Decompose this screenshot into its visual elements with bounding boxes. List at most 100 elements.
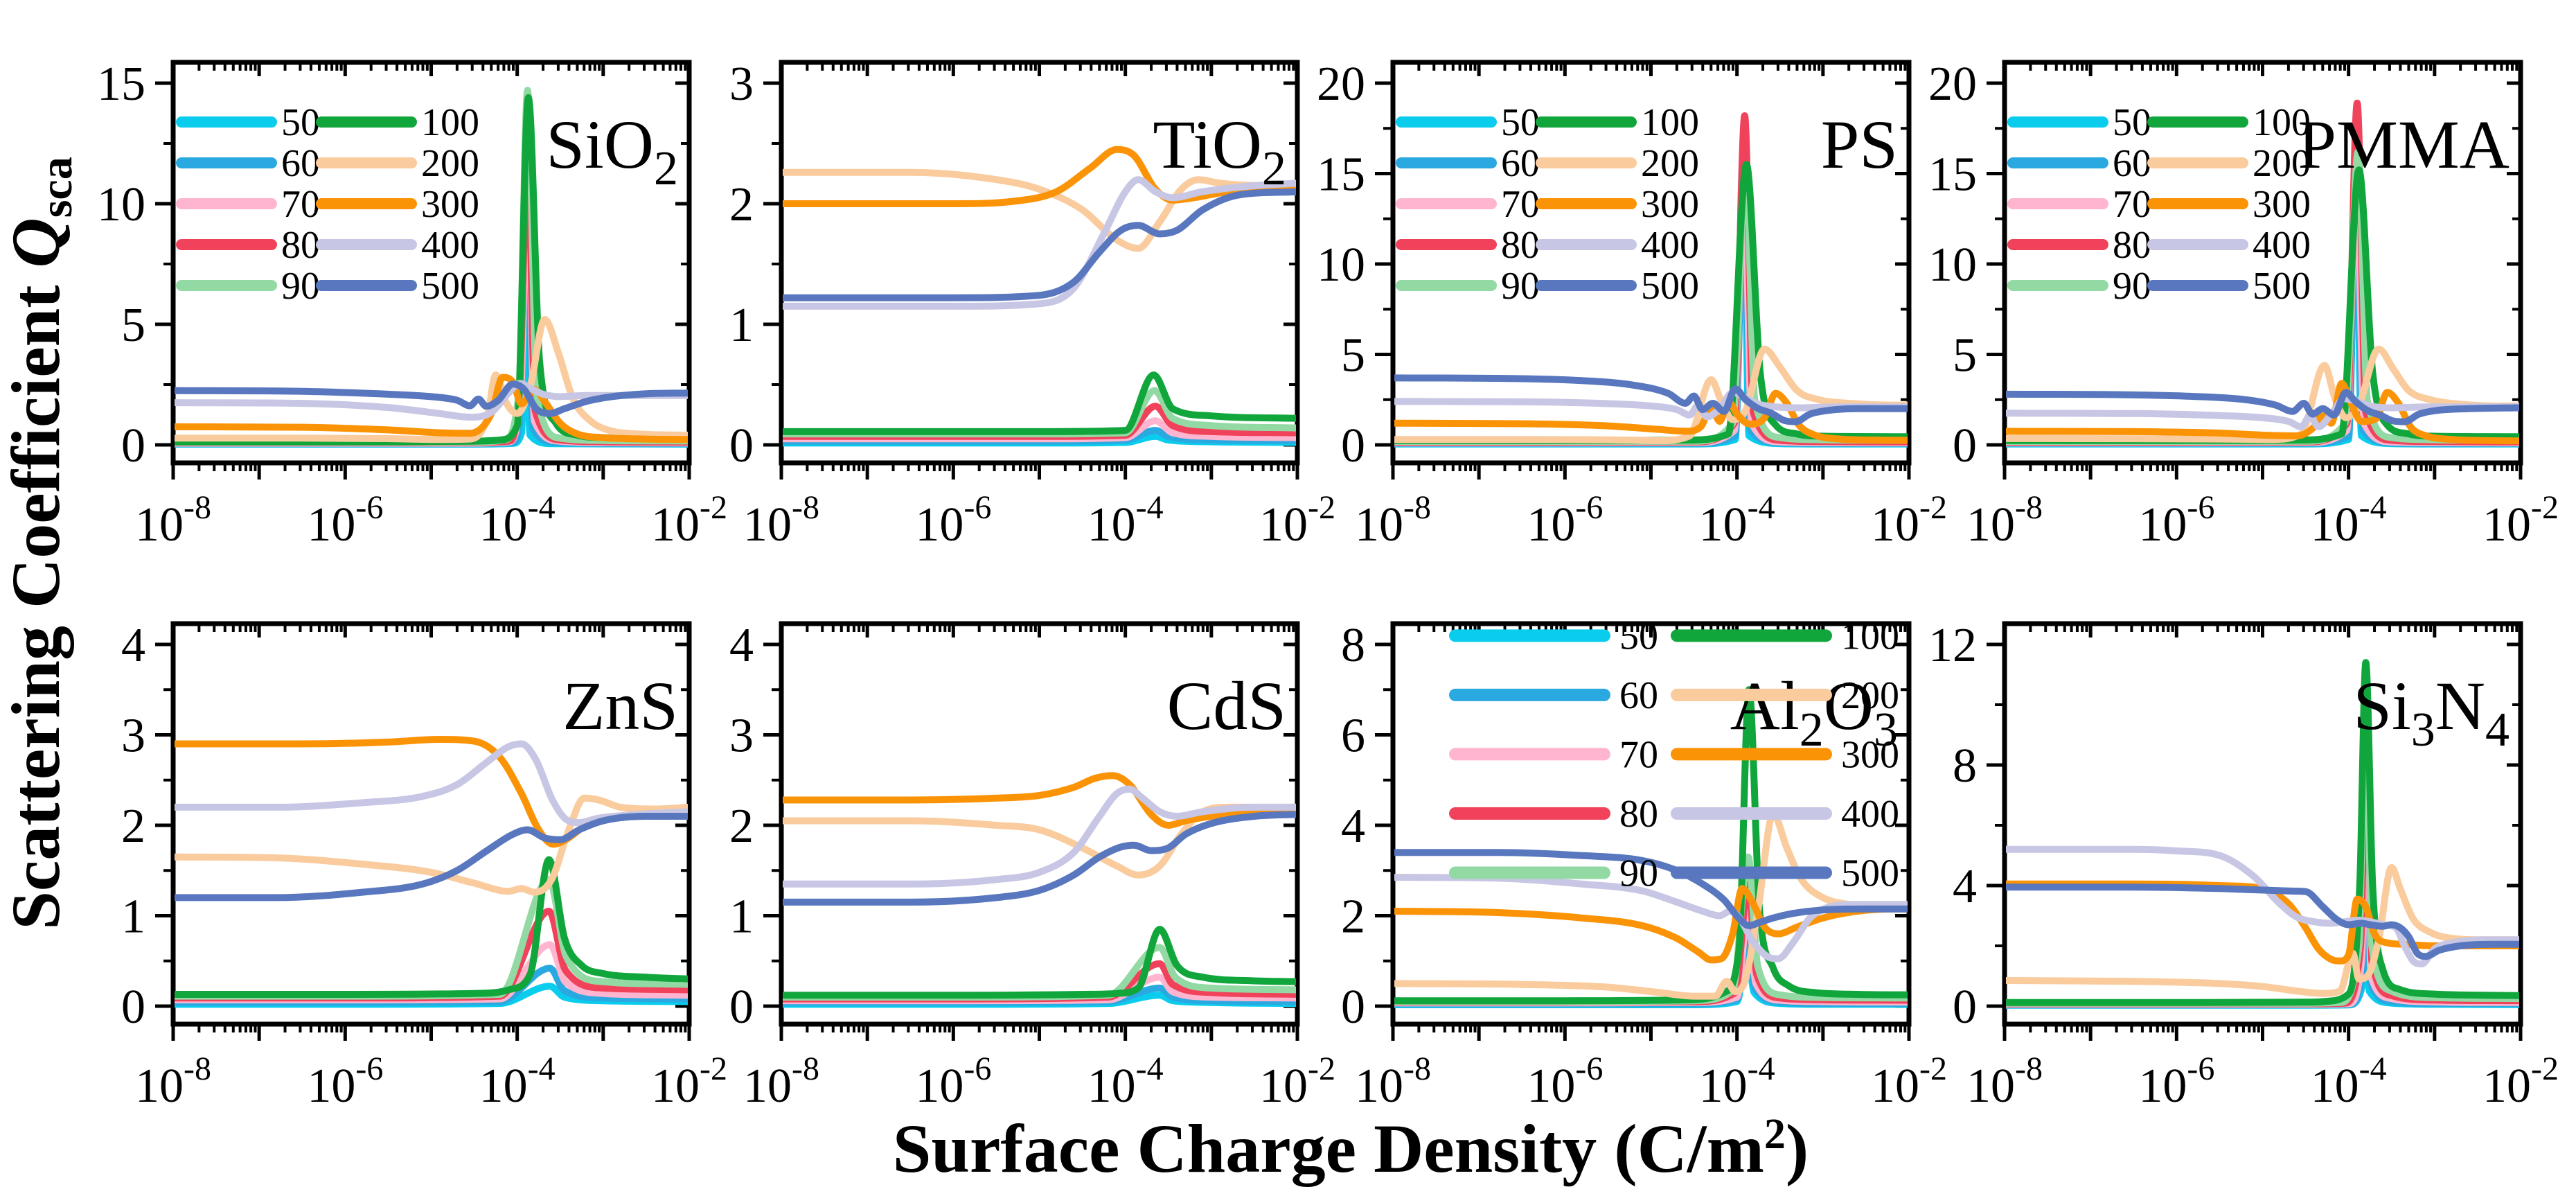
legend-label-400: 400: [1841, 793, 1899, 836]
series-500: [783, 188, 1296, 301]
y-tick-label: 8: [1341, 619, 1365, 672]
legend-label-70: 70: [1619, 733, 1658, 776]
x-tick-label: 10-4: [1699, 489, 1775, 552]
y-axis: 0 4 8 12: [1928, 619, 2521, 1034]
subplot-si3n4: 10-8 10-6 10-4 10-2 0 4 8 12 Si3N4: [1928, 619, 2559, 1113]
y-tick-label: 5: [121, 299, 145, 352]
legend-label-70: 70: [2113, 183, 2151, 226]
x-tick-label: 10-6: [1527, 1050, 1603, 1113]
legend-label-500: 500: [1841, 852, 1899, 895]
x-tick-label: 10-6: [2138, 489, 2214, 552]
series-group: [783, 146, 1296, 447]
legend-label-200: 200: [1841, 674, 1899, 717]
y-tick-label: 2: [729, 800, 754, 853]
x-tick-label: 10-6: [1527, 489, 1603, 552]
y-tick-label: 3: [729, 710, 754, 763]
legend-label-100: 100: [2253, 101, 2311, 144]
subplot-title: PMMA: [2298, 106, 2510, 183]
y-axis: 0 5 10 15 20: [1317, 58, 1909, 473]
x-axis-title-close: ): [1785, 1110, 1809, 1187]
x-tick-label: 10-2: [1871, 1050, 1947, 1113]
series-200: [2006, 345, 2519, 443]
y-tick-label: 15: [1928, 148, 1977, 202]
x-tick-label: 10-8: [743, 489, 819, 552]
y-tick-label: 3: [729, 58, 754, 111]
y-tick-label: 4: [1341, 800, 1365, 853]
series-400: [2006, 395, 2519, 430]
legend-label-80: 80: [1501, 224, 1540, 267]
series-400: [1394, 389, 1908, 421]
x-axis-title-text: Surface Charge Density (C/m: [892, 1110, 1764, 1187]
series-300: [1394, 389, 1908, 444]
legend-label-500: 500: [421, 265, 479, 308]
series-500: [1394, 374, 1908, 425]
y-tick-label: 4: [121, 619, 145, 672]
x-tick-label: 10-8: [1966, 1050, 2043, 1113]
x-axis: 10-8 10-6 10-4 10-2: [135, 62, 727, 552]
legend-label-80: 80: [281, 224, 320, 267]
legend-label-100: 100: [1841, 615, 1899, 658]
x-tick-label: 10-4: [479, 1050, 556, 1113]
y-tick-label: 1: [729, 299, 754, 352]
subplot-zns: 10-8 10-6 10-4 10-2 0 1 2 3 4 ZnS: [121, 619, 727, 1113]
x-tick-label: 10-8: [743, 1050, 819, 1113]
x-tick-label: 10-2: [651, 1050, 727, 1113]
x-axis: 10-8 10-6 10-4 10-2: [1355, 624, 1947, 1113]
legend-label-400: 400: [2253, 224, 2311, 267]
series-300: [783, 146, 1296, 208]
legend-label-100: 100: [421, 101, 479, 144]
x-tick-label: 10-4: [2311, 489, 2387, 552]
y-tick-label: 2: [729, 178, 754, 231]
x-axis-title-superscript: 2: [1764, 1110, 1786, 1158]
legend-label-500: 500: [1641, 265, 1699, 308]
legend-label-90: 90: [1619, 852, 1658, 895]
x-tick-label: 10-2: [2482, 489, 2559, 552]
series-80: [2006, 707, 2519, 1008]
series-500: [2006, 389, 2519, 425]
subplot-title: Si3N4: [2353, 667, 2510, 757]
y-tick-label: 0: [729, 419, 754, 473]
y-tick-label: 8: [1953, 739, 1977, 793]
x-tick-label: 10-2: [2482, 1050, 2559, 1113]
x-axis: 10-8 10-6 10-4 10-2: [1966, 62, 2559, 552]
legend-label-60: 60: [1501, 142, 1540, 185]
legend-label-90: 90: [1501, 265, 1540, 308]
x-tick-label: 10-6: [307, 1050, 383, 1113]
y-tick-label: 3: [121, 710, 145, 763]
legend-label-70: 70: [1501, 183, 1540, 226]
legend-label-100: 100: [1641, 101, 1699, 144]
x-axis: 10-8 10-6 10-4 10-2: [743, 62, 1335, 552]
legend-label-50: 50: [1619, 615, 1658, 658]
legend-label-300: 300: [421, 183, 479, 226]
series-200: [2006, 863, 2519, 997]
x-tick-label: 10-8: [1355, 1050, 1431, 1113]
legend-label-200: 200: [1641, 142, 1699, 185]
x-tick-label: 10-2: [1259, 489, 1335, 552]
legend-label-60: 60: [281, 142, 320, 185]
subplot-title: PS: [1821, 106, 1898, 183]
x-axis: 10-8 10-6 10-4 10-2: [1355, 62, 1947, 552]
series-200: [175, 316, 688, 443]
x-tick-label: 10-6: [2138, 1050, 2214, 1113]
y-tick-label: 5: [1953, 329, 1977, 382]
legend-label-200: 200: [2253, 142, 2311, 185]
y-axis: 0 2 4 6 8: [1341, 619, 1909, 1034]
y-tick-label: 20: [1928, 58, 1977, 111]
series-200: [1394, 345, 1908, 444]
series-90: [783, 944, 1296, 1001]
y-axis: 0 1 2 3 4: [121, 619, 689, 1034]
y-tick-label: 0: [1953, 419, 1977, 473]
x-axis-title: Surface Charge Density (C/m2): [132, 1109, 2570, 1188]
series-group: [175, 87, 688, 448]
y-tick-label: 2: [121, 800, 145, 853]
y-tick-label: 20: [1317, 58, 1365, 111]
legend-label-300: 300: [1641, 183, 1699, 226]
series-500: [2006, 883, 2519, 960]
x-tick-label: 10-8: [135, 489, 211, 552]
series-400: [783, 176, 1296, 310]
